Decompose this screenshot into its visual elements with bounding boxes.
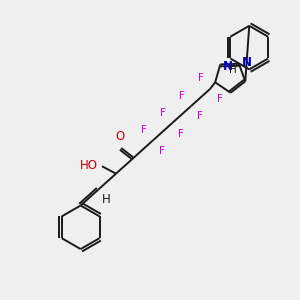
Text: F: F xyxy=(159,146,165,156)
Text: H: H xyxy=(229,65,237,75)
Text: F: F xyxy=(197,111,203,121)
Text: F: F xyxy=(141,125,146,135)
Text: N: N xyxy=(242,56,252,69)
Text: F: F xyxy=(178,129,184,139)
Text: N: N xyxy=(223,60,233,73)
Text: H: H xyxy=(102,193,111,206)
Text: HO: HO xyxy=(80,159,98,172)
Text: F: F xyxy=(198,74,204,83)
Text: O: O xyxy=(116,130,125,143)
Text: F: F xyxy=(160,108,166,118)
Text: F: F xyxy=(179,91,185,101)
Text: F: F xyxy=(217,94,222,104)
